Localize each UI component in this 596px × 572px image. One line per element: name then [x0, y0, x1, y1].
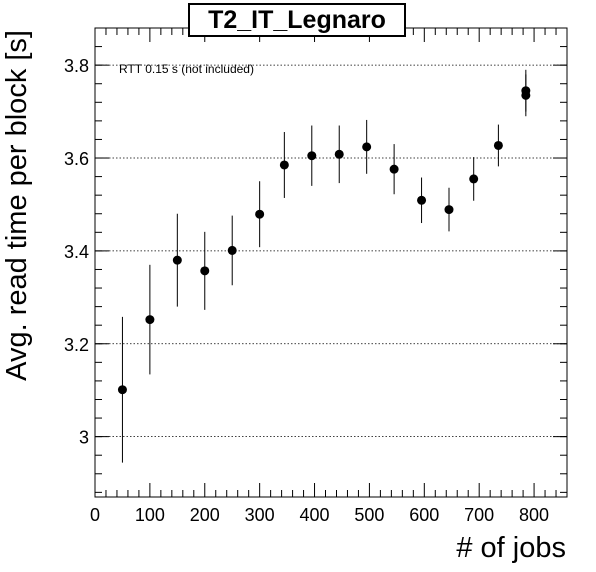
x-tick-label: 700 — [464, 505, 494, 525]
x-tick-label: 100 — [135, 505, 165, 525]
data-point — [279, 160, 289, 170]
data-point — [145, 315, 155, 325]
y-tick-label: 3.6 — [64, 149, 89, 169]
data-point — [469, 174, 479, 184]
data-point — [307, 151, 317, 161]
y-axis-label: Avg. read time per block [s] — [1, 30, 33, 381]
x-tick-label: 0 — [90, 505, 100, 525]
data-point — [172, 255, 182, 265]
data-point — [255, 209, 265, 219]
tick-labels: 3 3.2 3.4 3.6 3.8 0 100 200 300 400 500 600 700 800 — [64, 56, 549, 525]
x-tick-label: 300 — [245, 505, 275, 525]
x-tick-label: 400 — [300, 505, 330, 525]
y-tick-label: 3 — [79, 428, 89, 448]
data-point — [362, 142, 372, 152]
grid-lines — [95, 64, 567, 438]
x-tick-label: 200 — [190, 505, 220, 525]
x-tick-label: 500 — [354, 505, 384, 525]
y-tick-label: 3.2 — [64, 335, 89, 355]
y-tick-label: 3.8 — [64, 56, 89, 76]
axis-ticks — [94, 28, 568, 497]
data-point — [493, 140, 503, 150]
data-point — [521, 90, 531, 100]
x-tick-label: 600 — [409, 505, 439, 525]
data-point — [417, 195, 427, 205]
data-point — [117, 385, 127, 395]
data-point — [389, 164, 399, 174]
chart-title: T2_IT_Legnaro — [188, 3, 406, 37]
error-bars — [121, 69, 527, 463]
x-tick-label: 800 — [519, 505, 549, 525]
x-axis-label: # of jobs — [456, 532, 566, 564]
data-point — [444, 205, 454, 215]
data-point — [334, 149, 344, 159]
annotation-text: RTT 0.15 s (not included) — [119, 62, 254, 76]
data-point — [227, 245, 237, 255]
plot-frame — [94, 27, 568, 498]
y-tick-label: 3.4 — [64, 242, 89, 262]
data-point — [200, 266, 210, 276]
data-points — [117, 86, 531, 395]
